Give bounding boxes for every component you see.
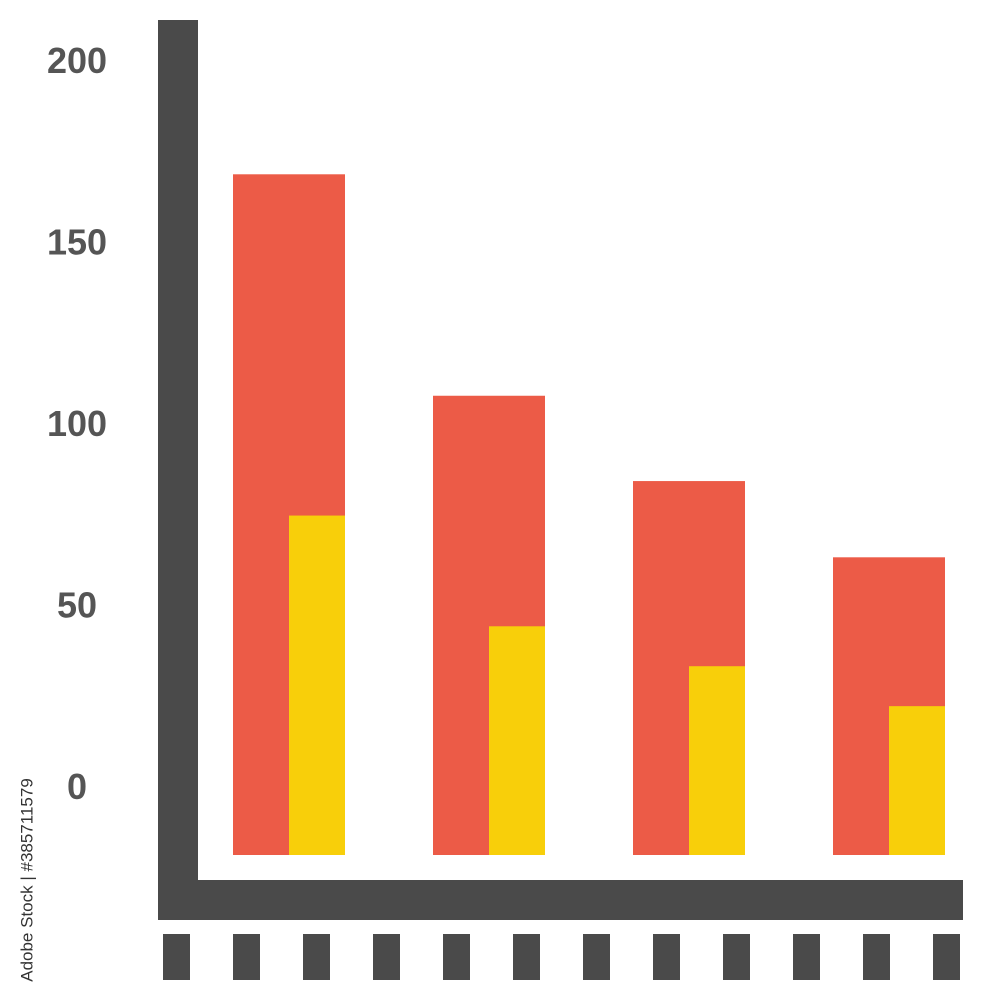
watermark: Adobe Stock | #385711579 bbox=[17, 778, 36, 982]
bar bbox=[689, 666, 745, 855]
bar bbox=[289, 515, 345, 855]
y-tick-label: 200 bbox=[47, 40, 107, 81]
x-tick-block bbox=[793, 934, 820, 980]
y-tick-label: 100 bbox=[47, 403, 107, 444]
x-tick-block bbox=[863, 934, 890, 980]
x-tick-block bbox=[233, 934, 260, 980]
x-axis bbox=[158, 880, 963, 920]
x-tick-block bbox=[653, 934, 680, 980]
y-tick-label: 50 bbox=[57, 585, 97, 626]
x-tick-block bbox=[163, 934, 190, 980]
x-tick-block bbox=[303, 934, 330, 980]
y-tick-label: 0 bbox=[67, 766, 87, 807]
bar bbox=[889, 706, 945, 855]
x-tick-block bbox=[443, 934, 470, 980]
bar bbox=[489, 626, 545, 855]
x-tick-block bbox=[513, 934, 540, 980]
x-tick-block bbox=[583, 934, 610, 980]
y-axis bbox=[158, 20, 198, 920]
x-tick-block bbox=[933, 934, 960, 980]
x-tick-block bbox=[373, 934, 400, 980]
y-tick-label: 150 bbox=[47, 222, 107, 263]
x-tick-block bbox=[723, 934, 750, 980]
